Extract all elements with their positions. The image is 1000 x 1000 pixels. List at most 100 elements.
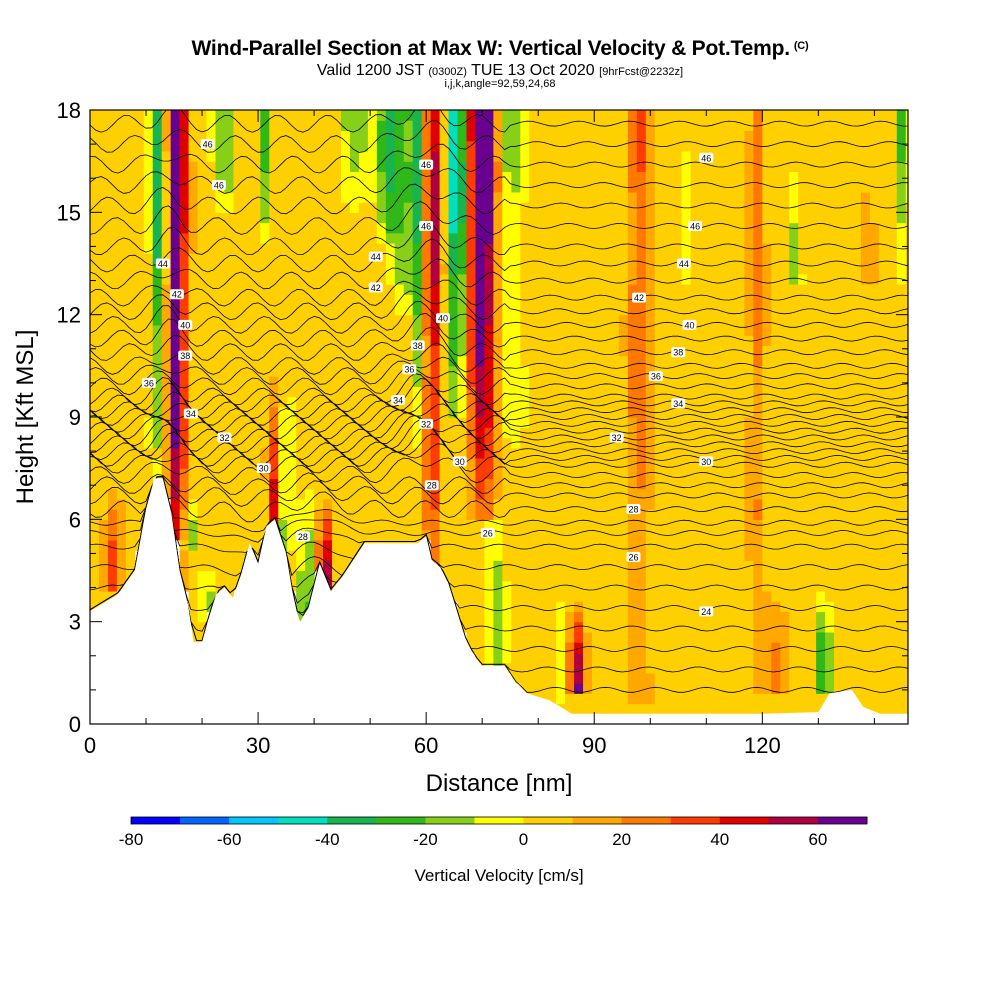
velocity-cell [887, 273, 898, 285]
velocity-cell [645, 355, 656, 367]
velocity-cell [421, 365, 432, 377]
velocity-cell [403, 509, 414, 520]
velocity-cell [170, 417, 181, 428]
velocity-cell [287, 539, 297, 551]
velocity-cell [574, 417, 584, 428]
velocity-cell [583, 345, 593, 357]
velocity-cell [574, 202, 584, 213]
velocity-cell [574, 621, 584, 633]
velocity-cell [645, 570, 656, 582]
velocity-cell [170, 150, 181, 162]
velocity-cell [197, 191, 208, 203]
velocity-cell [224, 314, 235, 326]
velocity-cell [798, 110, 808, 121]
velocity-cell [367, 263, 378, 275]
velocity-cell [547, 427, 557, 439]
velocity-cell [349, 294, 360, 306]
velocity-cell [600, 570, 611, 582]
velocity-cell [421, 181, 432, 193]
velocity-cell [90, 140, 100, 152]
velocity-cell [896, 427, 907, 439]
velocity-cell [233, 457, 243, 469]
velocity-cell [771, 232, 781, 244]
velocity-cell [502, 601, 512, 613]
velocity-cell [708, 253, 719, 265]
velocity-cell [583, 304, 593, 316]
velocity-cell [367, 294, 378, 306]
velocity-cell [816, 161, 826, 172]
velocity-cell [896, 457, 907, 469]
velocity-cell [851, 590, 862, 602]
velocity-cell [412, 437, 423, 449]
velocity-cell [502, 642, 512, 653]
velocity-cell [242, 335, 252, 346]
velocity-cell [798, 202, 808, 213]
velocity-cell [592, 488, 602, 500]
velocity-cell [753, 253, 763, 265]
velocity-cell [592, 181, 602, 193]
velocity-cell [367, 243, 378, 254]
velocity-cell [341, 243, 351, 254]
velocity-cell [825, 181, 835, 193]
theta-contour-line [90, 366, 908, 396]
velocity-cell [90, 110, 100, 121]
velocity-cell [493, 601, 503, 613]
velocity-cell [565, 550, 575, 561]
velocity-cell [556, 376, 566, 387]
velocity-cell [753, 304, 763, 316]
velocity-cell [493, 335, 503, 346]
velocity-cell [869, 222, 880, 234]
velocity-cell [834, 427, 844, 439]
velocity-cell [878, 283, 889, 295]
velocity-cell [869, 232, 880, 244]
velocity-cell [816, 273, 826, 285]
velocity-cell [349, 243, 360, 254]
velocity-cell [645, 631, 656, 643]
velocity-cell [90, 386, 100, 398]
velocity-cell [609, 693, 620, 705]
velocity-cell [305, 509, 315, 520]
velocity-cell [538, 202, 548, 213]
velocity-cell [457, 539, 468, 551]
velocity-cell [134, 519, 145, 531]
velocity-cell [771, 140, 781, 152]
velocity-cell [851, 263, 862, 275]
velocity-cell [878, 273, 889, 285]
velocity-cell [323, 529, 333, 541]
velocity-cell [627, 345, 638, 357]
velocity-cell [869, 437, 880, 449]
velocity-cell [502, 468, 512, 479]
velocity-cell [592, 376, 602, 387]
velocity-cell [556, 171, 566, 183]
velocity-cell [520, 437, 530, 449]
velocity-cell [780, 283, 790, 295]
velocity-cell [260, 304, 270, 316]
velocity-cell [592, 519, 602, 531]
velocity-cell [206, 437, 217, 449]
velocity-cell [565, 570, 575, 582]
velocity-cell [457, 468, 468, 479]
velocity-cell [771, 580, 781, 592]
velocity-cell [851, 120, 862, 132]
velocity-cell [538, 683, 548, 694]
velocity-cell [609, 263, 620, 275]
velocity-cell [878, 550, 889, 561]
velocity-cell [592, 498, 602, 510]
velocity-cell [574, 683, 584, 694]
velocity-cell [789, 601, 799, 613]
velocity-cell [807, 693, 817, 705]
velocity-cell [583, 140, 593, 152]
velocity-cell [107, 243, 118, 254]
velocity-cell [376, 161, 387, 172]
velocity-cell [314, 181, 324, 193]
velocity-cell [233, 447, 243, 459]
velocity-cell [493, 355, 503, 367]
velocity-cell [242, 222, 252, 234]
velocity-cell [663, 273, 674, 285]
velocity-cell [771, 355, 781, 367]
velocity-cell [367, 478, 378, 490]
velocity-cell [905, 283, 908, 295]
velocity-cell [224, 150, 235, 162]
velocity-cell [215, 498, 226, 510]
theta-contour-line [90, 384, 908, 420]
